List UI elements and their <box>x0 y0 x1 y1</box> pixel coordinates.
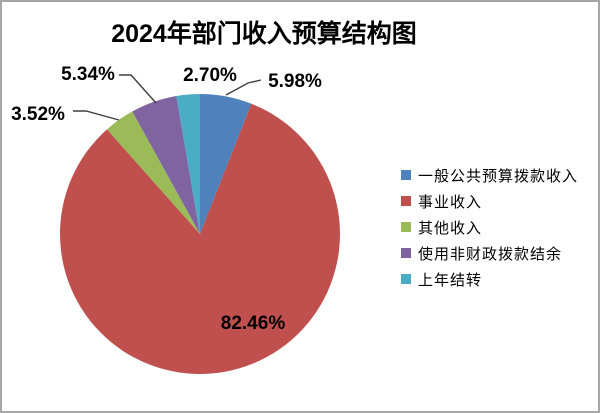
legend-item-4: 使用非财政拨款结余 <box>401 240 578 266</box>
legend-item-3: 其他收入 <box>401 214 578 240</box>
legend-item-2: 事业收入 <box>401 188 578 214</box>
legend-label: 上年结转 <box>418 271 483 289</box>
legend-item-1: 一般公共预算拨款收入 <box>401 162 578 188</box>
pie-slice-2 <box>59 103 340 374</box>
legend-swatch-icon <box>401 274 411 284</box>
legend-swatch-icon <box>401 196 411 206</box>
legend-swatch-icon <box>401 248 411 258</box>
legend-swatch-icon <box>401 222 411 232</box>
legend-item-5: 上年结转 <box>401 266 578 292</box>
legend: 一般公共预算拨款收入 事业收入其他收入使用非财政拨款结余 上年结转 <box>401 162 578 292</box>
chart-title: 2024年部门收入预算结构图 <box>111 20 417 48</box>
pie-slice-1 <box>200 94 252 234</box>
legend-label: 事业收入 <box>418 193 483 211</box>
leader-line-4 <box>119 74 157 104</box>
legend-label: 其他收入 <box>418 219 483 237</box>
pie-slice-3 <box>107 111 200 234</box>
pie-slice-4 <box>132 96 200 234</box>
pie-slice-5 <box>176 94 200 234</box>
legend-label: 使用非财政拨款结余 <box>418 245 563 263</box>
legend-label: 一般公共预算拨款收入 <box>418 167 579 185</box>
legend-swatch-icon <box>401 170 411 180</box>
leader-line-1 <box>225 79 262 96</box>
leader-line-3 <box>73 110 120 121</box>
